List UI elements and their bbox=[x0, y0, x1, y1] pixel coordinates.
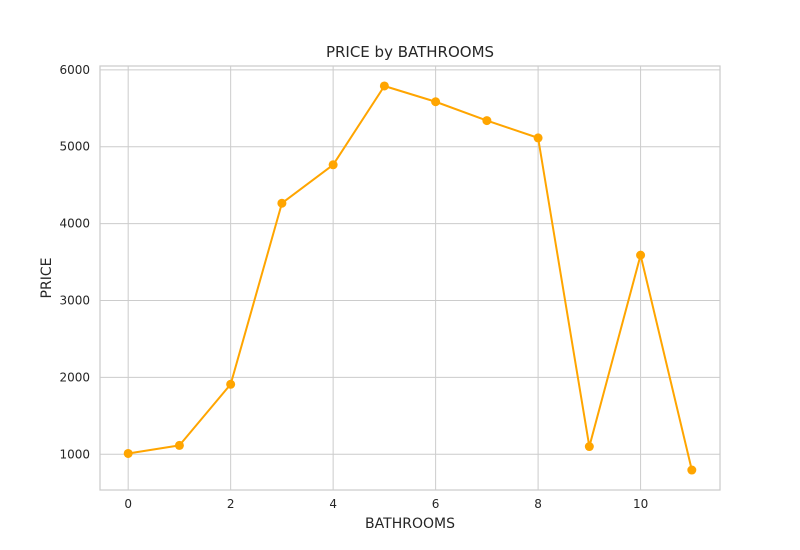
y-tick-label: 4000 bbox=[59, 217, 90, 231]
data-point bbox=[328, 160, 338, 170]
x-tick-label: 2 bbox=[227, 497, 235, 511]
x-axis-title: BATHROOMS bbox=[365, 516, 455, 532]
series-layer bbox=[123, 81, 697, 475]
x-tick-label: 8 bbox=[534, 497, 542, 511]
data-point bbox=[277, 198, 287, 208]
plot-frame bbox=[99, 65, 721, 491]
y-tick-label: 6000 bbox=[59, 63, 90, 77]
data-point bbox=[174, 440, 184, 450]
grid-lines bbox=[100, 66, 720, 490]
data-point bbox=[226, 379, 236, 389]
y-axis-title: PRICE bbox=[39, 258, 55, 299]
tick-labels: 0 2 4 6 8 10 1000 2000 3000 4000 5000 6000 bbox=[59, 63, 648, 511]
data-point bbox=[123, 448, 133, 458]
data-point bbox=[533, 133, 543, 143]
series-line bbox=[128, 84, 693, 471]
data-point bbox=[584, 442, 594, 452]
chart-title: PRICE by BATHROOMS bbox=[326, 43, 494, 61]
y-tick-label: 3000 bbox=[59, 293, 90, 307]
y-tick-label: 5000 bbox=[59, 140, 90, 154]
y-tick-label: 1000 bbox=[59, 447, 90, 461]
x-tick-label: 10 bbox=[633, 497, 648, 511]
x-tick-label: 6 bbox=[432, 497, 440, 511]
data-point bbox=[636, 250, 646, 260]
x-tick-label: 4 bbox=[329, 497, 337, 511]
data-point bbox=[482, 116, 492, 126]
data-point bbox=[431, 97, 441, 107]
data-point bbox=[687, 465, 697, 475]
y-tick-label: 2000 bbox=[59, 370, 90, 384]
data-point bbox=[379, 81, 389, 91]
x-tick-label: 0 bbox=[124, 497, 132, 511]
